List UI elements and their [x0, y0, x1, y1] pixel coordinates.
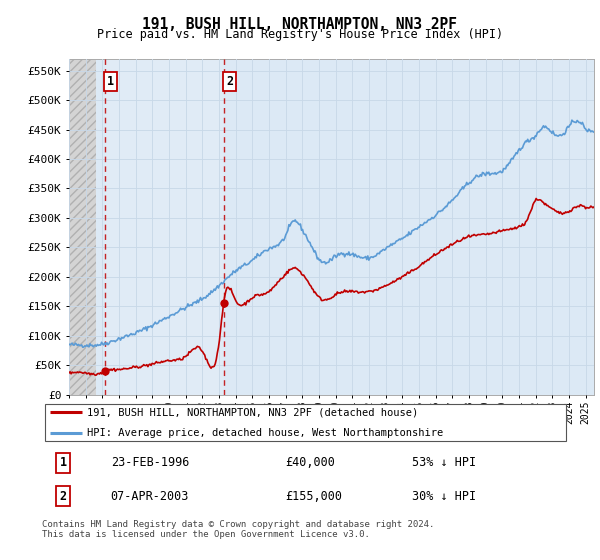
Bar [69, 59, 95, 395]
Text: £155,000: £155,000 [285, 490, 342, 503]
Text: 2: 2 [226, 74, 233, 88]
Bar [105, 59, 224, 395]
Text: 53% ↓ HPI: 53% ↓ HPI [412, 456, 476, 469]
Text: 07-APR-2003: 07-APR-2003 [110, 490, 189, 503]
Text: 2: 2 [59, 490, 67, 503]
Text: Price paid vs. HM Land Registry's House Price Index (HPI): Price paid vs. HM Land Registry's House … [97, 28, 503, 41]
Text: 23-FEB-1996: 23-FEB-1996 [110, 456, 189, 469]
Text: 191, BUSH HILL, NORTHAMPTON, NN3 2PF: 191, BUSH HILL, NORTHAMPTON, NN3 2PF [143, 17, 458, 32]
Text: 30% ↓ HPI: 30% ↓ HPI [412, 490, 476, 503]
FancyBboxPatch shape [44, 404, 566, 441]
Text: 1: 1 [59, 456, 67, 469]
Text: Contains HM Land Registry data © Crown copyright and database right 2024.
This d: Contains HM Land Registry data © Crown c… [42, 520, 434, 539]
Text: £40,000: £40,000 [285, 456, 335, 469]
Text: 1: 1 [107, 74, 115, 88]
Text: 191, BUSH HILL, NORTHAMPTON, NN3 2PF (detached house): 191, BUSH HILL, NORTHAMPTON, NN3 2PF (de… [87, 408, 418, 417]
Text: HPI: Average price, detached house, West Northamptonshire: HPI: Average price, detached house, West… [87, 428, 443, 437]
